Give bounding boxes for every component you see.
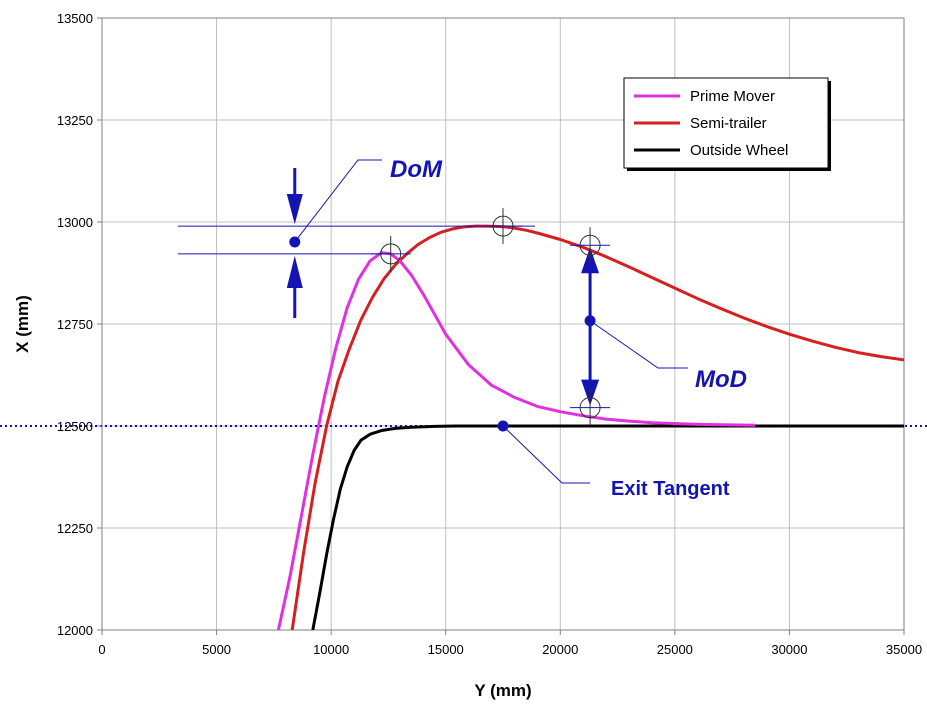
legend-label: Outside Wheel [690,142,788,159]
exit-tangent-label: Exit Tangent [611,478,730,500]
crosshair-marker [483,208,523,245]
series-line-semi-trailer [290,224,904,630]
y-tick-label: 12500 [57,419,93,434]
dom-leader [294,159,382,243]
x-tick-label: 30000 [771,642,807,657]
x-tick-label: 10000 [313,642,349,657]
x-tick-label: 0 [98,642,105,657]
y-tick-label: 13000 [57,215,93,230]
x-axis-ticks: 0 5000 10000 15000 20000 25000 30000 35000 [98,630,922,657]
dom-arrow-bottom-head [286,255,303,288]
y-axis-title: X (mm) [13,295,32,353]
exit-tangent-leader [502,425,590,484]
legend-label: Prime Mover [690,88,775,105]
crosshair-marker [370,235,411,272]
series-line-prime-mover [276,251,756,630]
legend-label: Semi-trailer [690,115,767,132]
mod-label: MoD [695,366,747,393]
x-tick-label: 25000 [657,642,693,657]
dom-arrow-top-head [286,194,303,225]
x-tick-label: 5000 [202,642,231,657]
y-axis-ticks: 12000 12250 12500 12750 13000 13250 13500 [57,11,102,638]
y-tick-label: 12250 [57,521,93,536]
crosshair-marker [570,389,611,426]
y-tick-label: 13250 [57,113,93,128]
series-group [276,224,904,630]
crosshair-marker [570,227,611,264]
y-tick-label: 12000 [57,623,93,638]
annotations: DoM MoD Exit Tangent [178,156,747,500]
mod-leader [589,320,688,369]
dom-label: DoM [390,156,443,183]
y-tick-label: 12750 [57,317,93,332]
x-tick-label: 20000 [542,642,578,657]
x-tick-label: 15000 [428,642,464,657]
legend: Prime Mover Semi-trailer Outside Wheel [623,77,831,171]
series-line-outside-wheel [311,424,904,630]
x-tick-label: 35000 [886,642,922,657]
x-axis-title: Y (mm) [474,681,531,700]
y-tick-label: 13500 [57,11,93,26]
